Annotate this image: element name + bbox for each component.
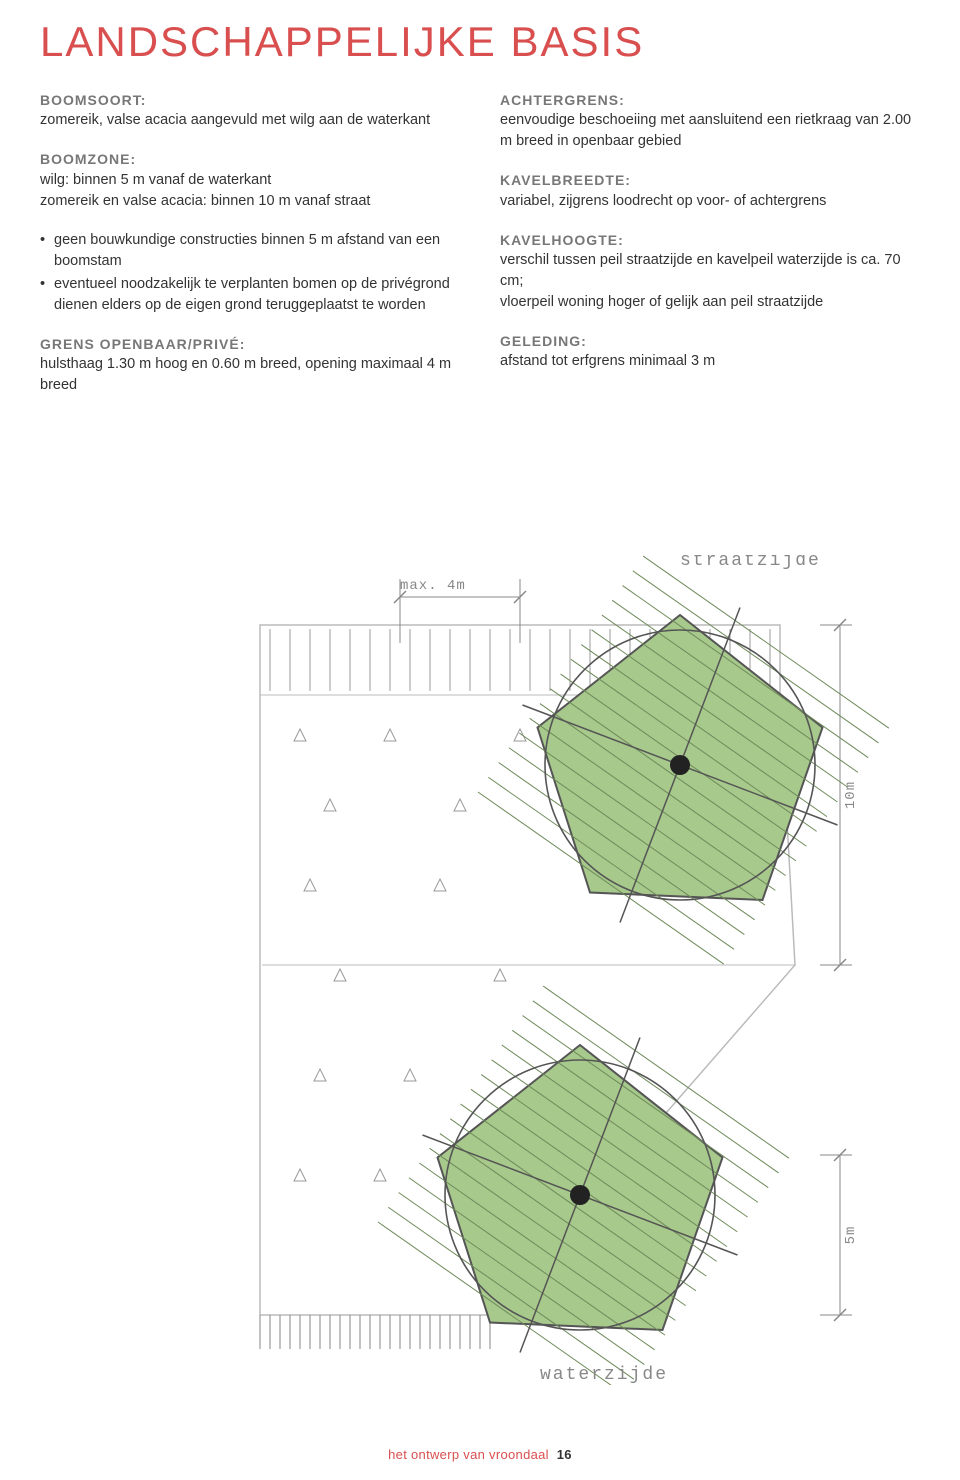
grens-body: hulsthaag 1.30 m hoog en 0.60 m breed, o… (40, 354, 460, 396)
site-diagram: max. 4m10m5mstraatzijdewaterzijde (40, 555, 920, 1385)
page-title: LANDSCHAPPELIJKE BASIS (0, 0, 960, 66)
kavelhoogte-body: verschil tussen peil straatzijde en kave… (500, 250, 920, 292)
bullet-list: geen bouwkundige constructies binnen 5 m… (40, 230, 460, 316)
kavelbreedte-head: KAVELBREEDTE: (500, 170, 920, 190)
boomsoort-head: BOOMSOORT: (40, 90, 460, 110)
page-number: 16 (557, 1447, 572, 1462)
svg-text:straatzijde: straatzijde (680, 555, 821, 571)
boomsoort-body: zomereik, valse acacia aangevuld met wil… (40, 110, 460, 131)
svg-text:5m: 5m (843, 1226, 859, 1245)
achtergrens-body: eenvoudige beschoeiing met aansluitend e… (500, 110, 920, 152)
boomzone-body2: zomereik en valse acacia: binnen 10 m va… (40, 191, 460, 212)
geleding-body: afstand tot erfgrens minimaal 3 m (500, 351, 920, 372)
text-columns: BOOMSOORT: zomereik, valse acacia aangev… (0, 66, 960, 414)
svg-text:max. 4m: max. 4m (400, 578, 466, 594)
svg-text:waterzijde: waterzijde (540, 1365, 668, 1385)
bullet-item: geen bouwkundige constructies binnen 5 m… (40, 230, 460, 272)
geleding-head: GELEDING: (500, 331, 920, 351)
boomzone-body1: wilg: binnen 5 m vanaf de waterkant (40, 170, 460, 191)
kavelhoogte-body2: vloerpeil woning hoger of gelijk aan pei… (500, 292, 920, 313)
achtergrens-head: ACHTERGRENS: (500, 90, 920, 110)
kavelbreedte-body: variabel, zijgrens loodrecht op voor- of… (500, 191, 920, 212)
right-column: ACHTERGRENS: eenvoudige beschoeiing met … (500, 90, 920, 414)
left-column: BOOMSOORT: zomereik, valse acacia aangev… (40, 90, 460, 414)
footer-text: het ontwerp van vroondaal (388, 1447, 549, 1462)
boomzone-head: BOOMZONE: (40, 149, 460, 169)
page-footer: het ontwerp van vroondaal 16 (0, 1447, 960, 1462)
bullet-item: eventueel noodzakelijk te verplanten bom… (40, 274, 460, 316)
grens-head: GRENS OPENBAAR/PRIVÉ: (40, 334, 460, 354)
kavelhoogte-head: KAVELHOOGTE: (500, 230, 920, 250)
